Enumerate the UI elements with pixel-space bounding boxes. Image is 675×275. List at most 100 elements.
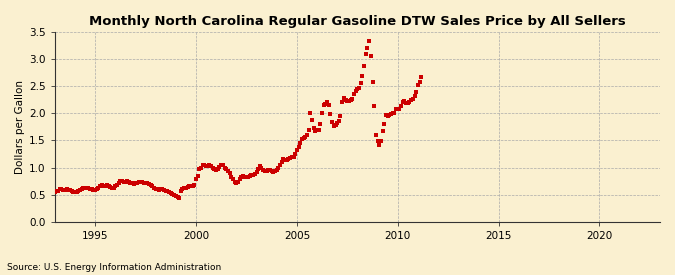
Point (187, 184, 198, 188)
Point (278, 157, 289, 161)
Point (338, 96, 349, 100)
Point (305, 111, 316, 116)
Point (248, 173, 259, 177)
Point (385, 112, 396, 116)
Point (350, 88, 361, 93)
Point (233, 180, 244, 184)
Point (389, 111, 400, 115)
Point (344, 99, 354, 104)
Point (142, 181, 153, 185)
Point (169, 193, 180, 197)
Point (221, 167, 232, 171)
Point (330, 122, 341, 127)
Point (296, 137, 307, 141)
Point (273, 166, 284, 170)
Point (206, 164, 217, 169)
Point (333, 119, 344, 123)
Point (190, 177, 201, 182)
Point (258, 167, 269, 172)
Point (364, 39, 375, 43)
Point (124, 179, 134, 184)
Point (298, 136, 309, 140)
Point (68, 190, 79, 194)
Point (53, 189, 63, 193)
Point (159, 188, 169, 192)
Point (387, 111, 398, 116)
Point (91, 187, 102, 191)
Point (355, 81, 366, 85)
Point (401, 101, 412, 105)
Point (372, 139, 383, 144)
Point (49, 190, 60, 195)
Point (157, 186, 167, 191)
Point (268, 170, 279, 174)
Point (151, 186, 161, 191)
Point (147, 184, 158, 188)
Point (340, 98, 351, 103)
Point (234, 177, 245, 182)
Point (51, 189, 62, 194)
Point (209, 167, 220, 171)
Point (402, 101, 413, 105)
Point (180, 185, 191, 190)
Point (148, 185, 159, 190)
Point (107, 185, 117, 190)
Point (345, 98, 356, 103)
Point (192, 174, 203, 178)
Point (275, 163, 286, 167)
Point (243, 175, 254, 179)
Point (165, 191, 176, 195)
Point (76, 186, 87, 191)
Point (323, 102, 334, 107)
Point (176, 189, 186, 194)
Point (408, 97, 418, 101)
Point (55, 187, 65, 191)
Point (266, 169, 277, 173)
Point (63, 188, 74, 192)
Point (217, 163, 228, 167)
Point (122, 178, 132, 183)
Point (128, 182, 139, 186)
Point (101, 183, 112, 188)
Point (177, 187, 188, 191)
Point (414, 80, 425, 84)
Point (182, 185, 193, 189)
Point (411, 89, 422, 94)
Point (70, 190, 80, 195)
Point (231, 181, 242, 185)
Point (172, 195, 183, 199)
Point (391, 107, 402, 112)
Point (204, 163, 215, 167)
Point (214, 165, 225, 169)
Point (58, 188, 69, 192)
Point (259, 169, 270, 174)
Point (196, 165, 207, 170)
Point (113, 180, 124, 185)
Point (240, 175, 250, 179)
Point (135, 179, 146, 184)
Point (81, 185, 92, 190)
Point (295, 140, 306, 145)
Point (379, 121, 389, 126)
Point (61, 187, 72, 191)
Point (283, 157, 294, 161)
Point (90, 188, 101, 192)
Point (137, 179, 148, 184)
Point (179, 186, 190, 190)
Point (80, 186, 90, 190)
Point (382, 114, 393, 118)
Point (354, 86, 364, 90)
Point (144, 182, 155, 186)
Point (285, 156, 296, 160)
Point (381, 113, 392, 117)
Point (167, 192, 178, 196)
Point (219, 165, 230, 170)
Point (173, 196, 184, 200)
Point (227, 177, 238, 182)
Point (404, 100, 415, 104)
Point (65, 188, 76, 192)
Point (288, 155, 299, 159)
Point (312, 127, 323, 132)
Point (308, 126, 319, 131)
Point (202, 164, 213, 168)
